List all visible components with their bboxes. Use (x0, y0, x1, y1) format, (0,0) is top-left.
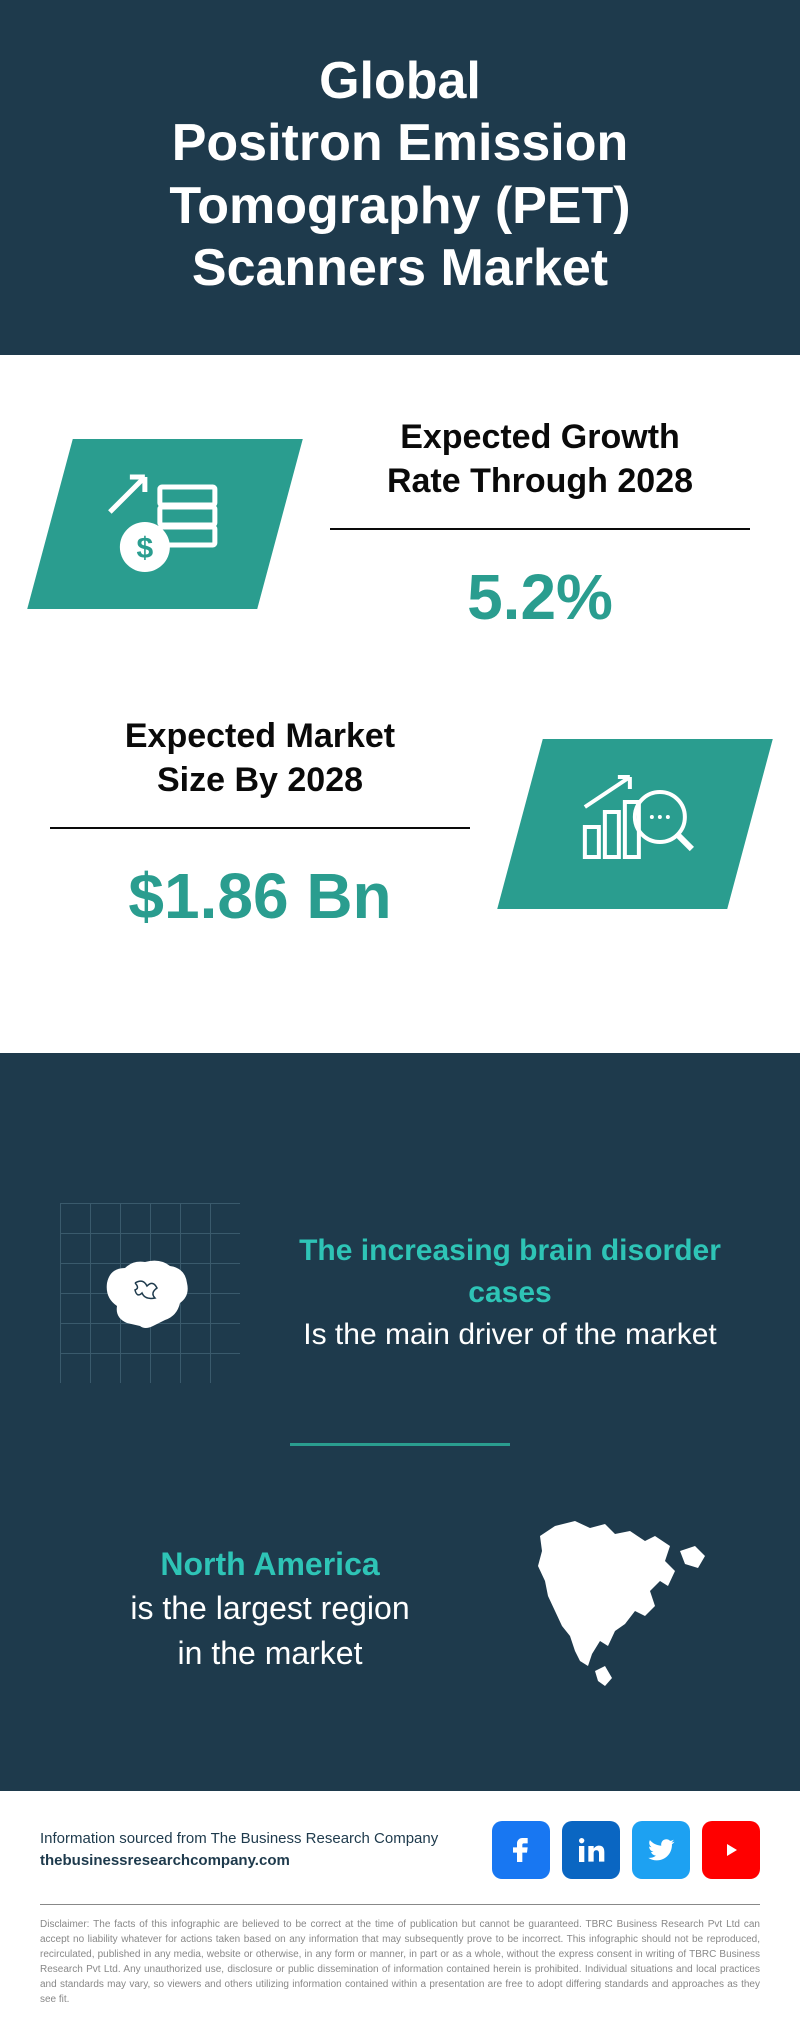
brain-grid (60, 1203, 240, 1383)
title-line: Scanners Market (192, 239, 608, 297)
dark-section: The increasing brain disorder cases Is t… (0, 1173, 800, 1791)
label-line: Size By 2028 (157, 761, 363, 799)
stat-icon-box (497, 739, 773, 909)
stat-label: Expected Market Size By 2028 (50, 714, 470, 802)
stat-value: 5.2% (330, 560, 750, 634)
region-line: is the largest region (130, 1590, 409, 1626)
driver-rest: Is the main driver of the market (303, 1318, 717, 1351)
divider (50, 827, 470, 829)
source-url: thebusinessresearchcompany.com (40, 1852, 290, 1869)
teal-divider (290, 1443, 510, 1446)
footer: Information sourced from The Business Re… (0, 1791, 800, 2037)
label-line: Expected Growth (400, 418, 680, 456)
region-line: in the market (178, 1635, 363, 1671)
stat-growth-rate: $ Expected Growth Rate Through 2028 5.2% (50, 415, 750, 634)
stat-market-size: Expected Market Size By 2028 $1.86 Bn (50, 714, 750, 933)
divider (330, 528, 750, 530)
region-text: North America is the largest region in t… (60, 1542, 480, 1676)
twitter-icon[interactable] (632, 1821, 690, 1879)
region-highlight: North America (160, 1546, 379, 1582)
source-text: Information sourced from The Business Re… (40, 1828, 438, 1873)
label-line: Expected Market (125, 717, 395, 755)
stat-text-block: Expected Market Size By 2028 $1.86 Bn (50, 714, 470, 933)
title-line: Global (319, 52, 481, 110)
source-prefix: Information sourced from The Business Re… (40, 1830, 438, 1847)
stat-text-block: Expected Growth Rate Through 2028 5.2% (330, 415, 750, 634)
youtube-icon[interactable] (702, 1821, 760, 1879)
svg-text:$: $ (137, 532, 154, 565)
skyline-icon (0, 1053, 800, 1173)
social-icons (492, 1821, 760, 1879)
footer-top: Information sourced from The Business Re… (40, 1821, 760, 1879)
brain-icon (95, 1248, 205, 1338)
driver-highlight: The increasing brain disorder cases (299, 1234, 721, 1309)
header: Global Positron Emission Tomography (PET… (0, 0, 800, 355)
stat-value: $1.86 Bn (50, 859, 470, 933)
money-growth-icon: $ (100, 462, 230, 587)
facebook-icon[interactable] (492, 1821, 550, 1879)
stats-section: $ Expected Growth Rate Through 2028 5.2% (0, 355, 800, 1054)
stat-icon-box: $ (27, 439, 303, 609)
north-america-map-icon (520, 1506, 740, 1711)
chart-magnify-icon (570, 761, 700, 886)
title-line: Positron Emission (172, 114, 629, 172)
footer-rule (40, 1904, 760, 1905)
driver-text: The increasing brain disorder cases Is t… (280, 1230, 740, 1356)
stat-label: Expected Growth Rate Through 2028 (330, 415, 750, 503)
label-line: Rate Through 2028 (387, 462, 693, 500)
page-title: Global Positron Emission Tomography (PET… (60, 50, 740, 300)
largest-region: North America is the largest region in t… (60, 1506, 740, 1711)
market-driver: The increasing brain disorder cases Is t… (60, 1203, 740, 1383)
linkedin-icon[interactable] (562, 1821, 620, 1879)
title-line: Tomography (PET) (169, 177, 630, 235)
disclaimer: Disclaimer: The facts of this infographi… (40, 1917, 760, 2007)
skyline (0, 1053, 800, 1173)
